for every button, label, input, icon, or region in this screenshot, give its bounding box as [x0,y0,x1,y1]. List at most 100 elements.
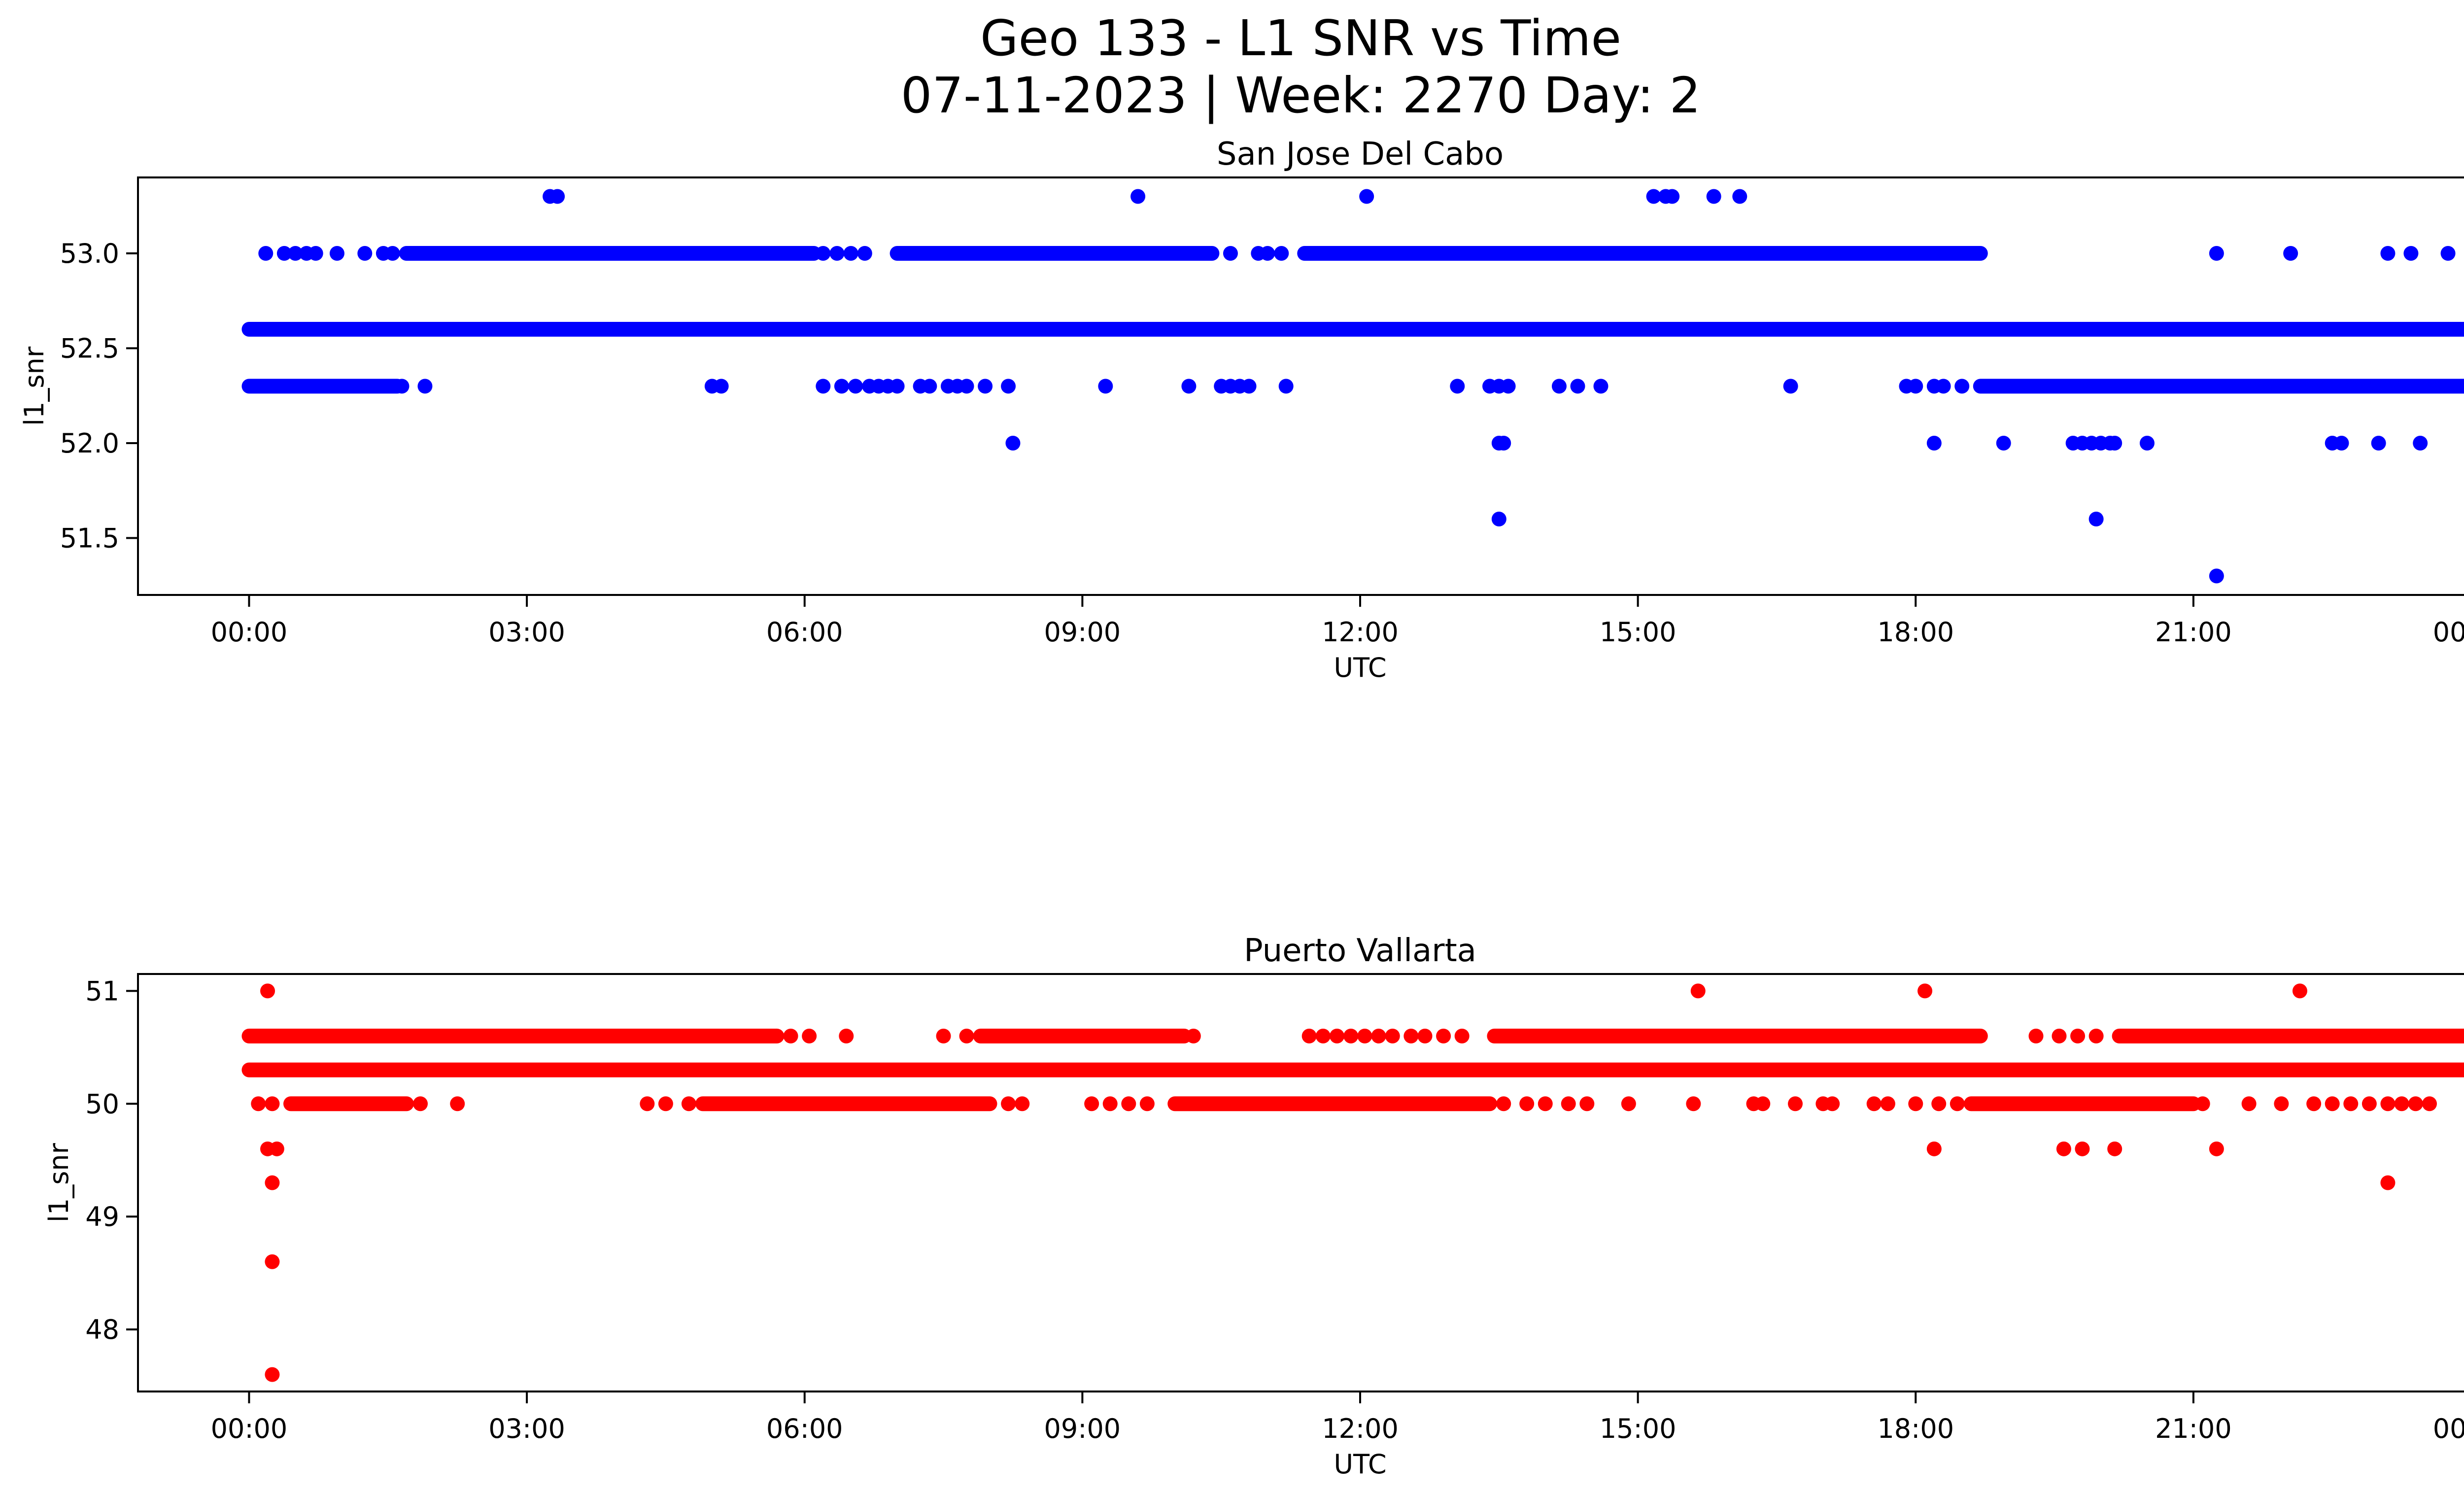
data-point [848,379,863,394]
panel-title: Puerto Vallarta [1244,933,1476,969]
data-point [2241,1096,2257,1112]
data-point [2107,1141,2122,1156]
data-point [1186,1028,1201,1043]
data-point [1570,379,1585,394]
y-tick-label: 52.5 [60,333,119,364]
panel-title: San Jose Del Cabo [1217,136,1504,173]
data-point [2028,1028,2044,1043]
data-point [269,1141,284,1156]
data-point [1241,379,1257,394]
data-point [1954,379,1970,394]
data-point [2371,436,2386,451]
data-point [890,379,905,394]
data-point [843,246,858,261]
data-point [329,246,344,261]
data-point [2139,436,2155,451]
data-point [1084,1096,1099,1112]
data-point [1788,1096,1803,1112]
data-point [1359,189,1374,204]
data-point [2088,512,2104,526]
data-point [1593,379,1608,394]
data-point [1278,379,1294,394]
data-point [2056,1141,2071,1156]
data-point [357,246,373,261]
data-point [839,1028,854,1043]
x-tick-label: 00:00 [2433,617,2464,648]
y-tick-label: 51.5 [60,523,119,554]
x-axis-label: UTC [1334,652,1386,683]
data-point [1665,189,1680,204]
data-point [2274,1096,2289,1112]
data-point [2413,436,2428,451]
data-point [1139,1096,1155,1112]
data-point [1436,1028,1451,1043]
x-tick-label: 00:00 [2433,1413,2464,1444]
data-point [2361,1096,2377,1112]
data-point [1260,246,1275,261]
x-tick-label: 15:00 [1600,617,1677,648]
panel-puerto-vallarta: Puerto Vallarta 00:00 03:00 06:00 09:00 12:00… [43,933,2464,1480]
data-point [1130,189,1146,204]
data-point [1330,1028,1345,1043]
data-point [959,379,974,394]
data-point [1996,436,2011,451]
data-point [308,246,323,261]
data-point [1274,246,1289,261]
y-axis-label: l1_snr [43,1143,74,1222]
data-point [1496,436,1511,451]
data-point [2306,1096,2322,1112]
data-point [829,246,845,261]
data-point [550,189,565,204]
x-tick-label: 06:00 [766,1413,843,1444]
x-tick-label: 21:00 [2155,1413,2232,1444]
data-point [1950,1096,1965,1112]
data-point [714,379,729,394]
data-point [1001,379,1016,394]
x-tick-label: 21:00 [2155,617,2232,648]
data-point [1015,1096,1030,1112]
data-point [258,246,274,261]
data-point [959,1028,974,1043]
data-point [1102,1096,1118,1112]
data-point [681,1096,696,1112]
x-tick-label: 09:00 [1044,1413,1121,1444]
data-point [1690,983,1706,999]
data-point [2209,568,2224,584]
data-point [1491,512,1506,526]
y-tick-label: 53.0 [60,238,119,269]
data-point [385,246,400,261]
data-point [1005,436,1021,451]
x-tick-label: 18:00 [1877,617,1954,648]
y-tick-label: 52.0 [60,428,119,459]
data-point [1936,379,1951,394]
data-point [1001,1096,1016,1112]
data-point [1519,1096,1535,1112]
data-point [265,1367,280,1382]
data-point [834,379,849,394]
data-point [1646,189,1661,204]
x-tick-label: 00:00 [211,617,288,648]
figure-title-line-2: 07-11-2023 | Week: 2270 Day: 2 [900,67,1701,124]
data-point [1538,1096,1553,1112]
x-tick-label: 18:00 [1877,1413,1954,1444]
data-point [2052,1028,2067,1043]
data-point [1357,1028,1372,1043]
data-point [260,983,275,999]
data-point [802,1028,817,1043]
data-point [2380,1175,2396,1190]
x-tick-label: 12:00 [1322,617,1399,648]
data-point [922,379,937,394]
x-tick-label: 09:00 [1044,617,1121,648]
data-point [265,1254,280,1269]
figure-title: Geo 133 - L1 SNR vs Time 07-11-2023 | We… [0,10,2464,124]
data-point [1454,1028,1470,1043]
data-point [1098,379,1113,394]
data-point [1926,436,1942,451]
data-point [2195,1096,2210,1112]
x-tick-label: 12:00 [1322,1413,1399,1444]
data-point [1385,1028,1400,1043]
data-point [978,379,993,394]
data-point [1301,1028,1317,1043]
x-tick-label: 00:00 [211,1413,288,1444]
